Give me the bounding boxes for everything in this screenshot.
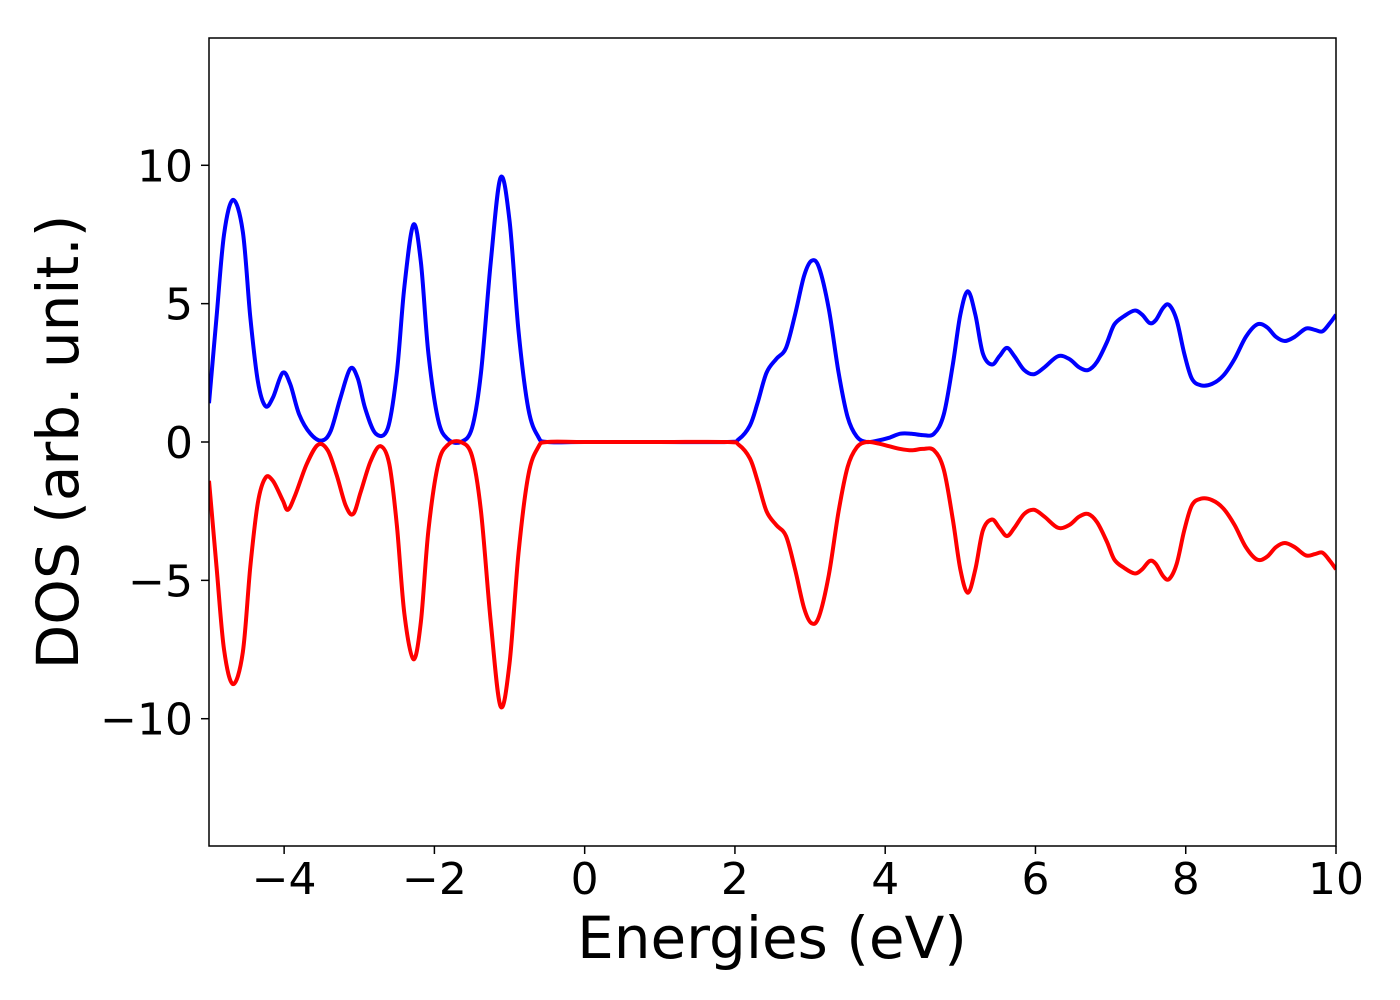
x-tick-label: −2 bbox=[402, 854, 467, 905]
plot-frame bbox=[208, 37, 1337, 847]
x-tick-label: 10 bbox=[1308, 854, 1364, 905]
spin-up-dos-line bbox=[209, 174, 1336, 445]
y-axis-ticks: 10 5 0 −5 −10 bbox=[100, 141, 209, 746]
y-tick-label: 0 bbox=[165, 418, 193, 469]
x-axis-ticks: −4 −2 0 2 4 6 8 10 bbox=[252, 846, 1364, 905]
y-axis-label: DOS (arb. unit.) bbox=[24, 215, 92, 670]
spin-down-dos-line bbox=[209, 439, 1336, 710]
x-tick-label: 0 bbox=[571, 854, 599, 905]
x-tick-label: 8 bbox=[1172, 854, 1200, 905]
y-tick-label: −5 bbox=[128, 556, 193, 607]
x-tick-label: 4 bbox=[871, 854, 899, 905]
y-tick-label: 5 bbox=[165, 280, 193, 331]
x-tick-label: 2 bbox=[721, 854, 749, 905]
x-tick-label: −4 bbox=[252, 854, 317, 905]
y-tick-label: 10 bbox=[137, 141, 193, 192]
x-axis-label: Energies (eV) bbox=[577, 904, 967, 972]
series-layer bbox=[209, 174, 1336, 710]
y-tick-label: −10 bbox=[100, 695, 193, 746]
x-tick-label: 6 bbox=[1021, 854, 1049, 905]
